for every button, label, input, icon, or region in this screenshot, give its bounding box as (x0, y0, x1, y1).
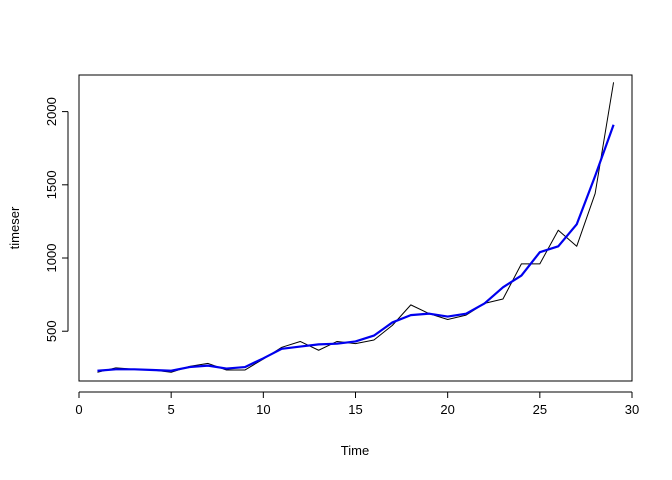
y-axis: 500 1000 1500 2000 (44, 97, 69, 342)
x-tick-label: 0 (75, 402, 82, 417)
y-tick-label: 1000 (44, 244, 59, 273)
x-axis: 0 5 10 15 20 25 30 (75, 391, 639, 417)
x-tick-label: 10 (256, 402, 270, 417)
x-tick-label: 15 (348, 402, 362, 417)
x-axis-title: Time (341, 443, 369, 458)
x-tick-label: 25 (533, 402, 547, 417)
y-tick-label: 2000 (44, 97, 59, 126)
y-axis-title: timeser (7, 206, 22, 249)
y-tick-label: 500 (44, 320, 59, 342)
series-line-1 (97, 82, 615, 373)
x-tick-label: 5 (168, 402, 175, 417)
series-layer (97, 82, 615, 373)
x-tick-label: 30 (625, 402, 639, 417)
series-line-2 (97, 124, 615, 372)
plot-box (78, 74, 633, 382)
y-tick-label: 1500 (44, 170, 59, 199)
x-tick-label: 20 (440, 402, 454, 417)
